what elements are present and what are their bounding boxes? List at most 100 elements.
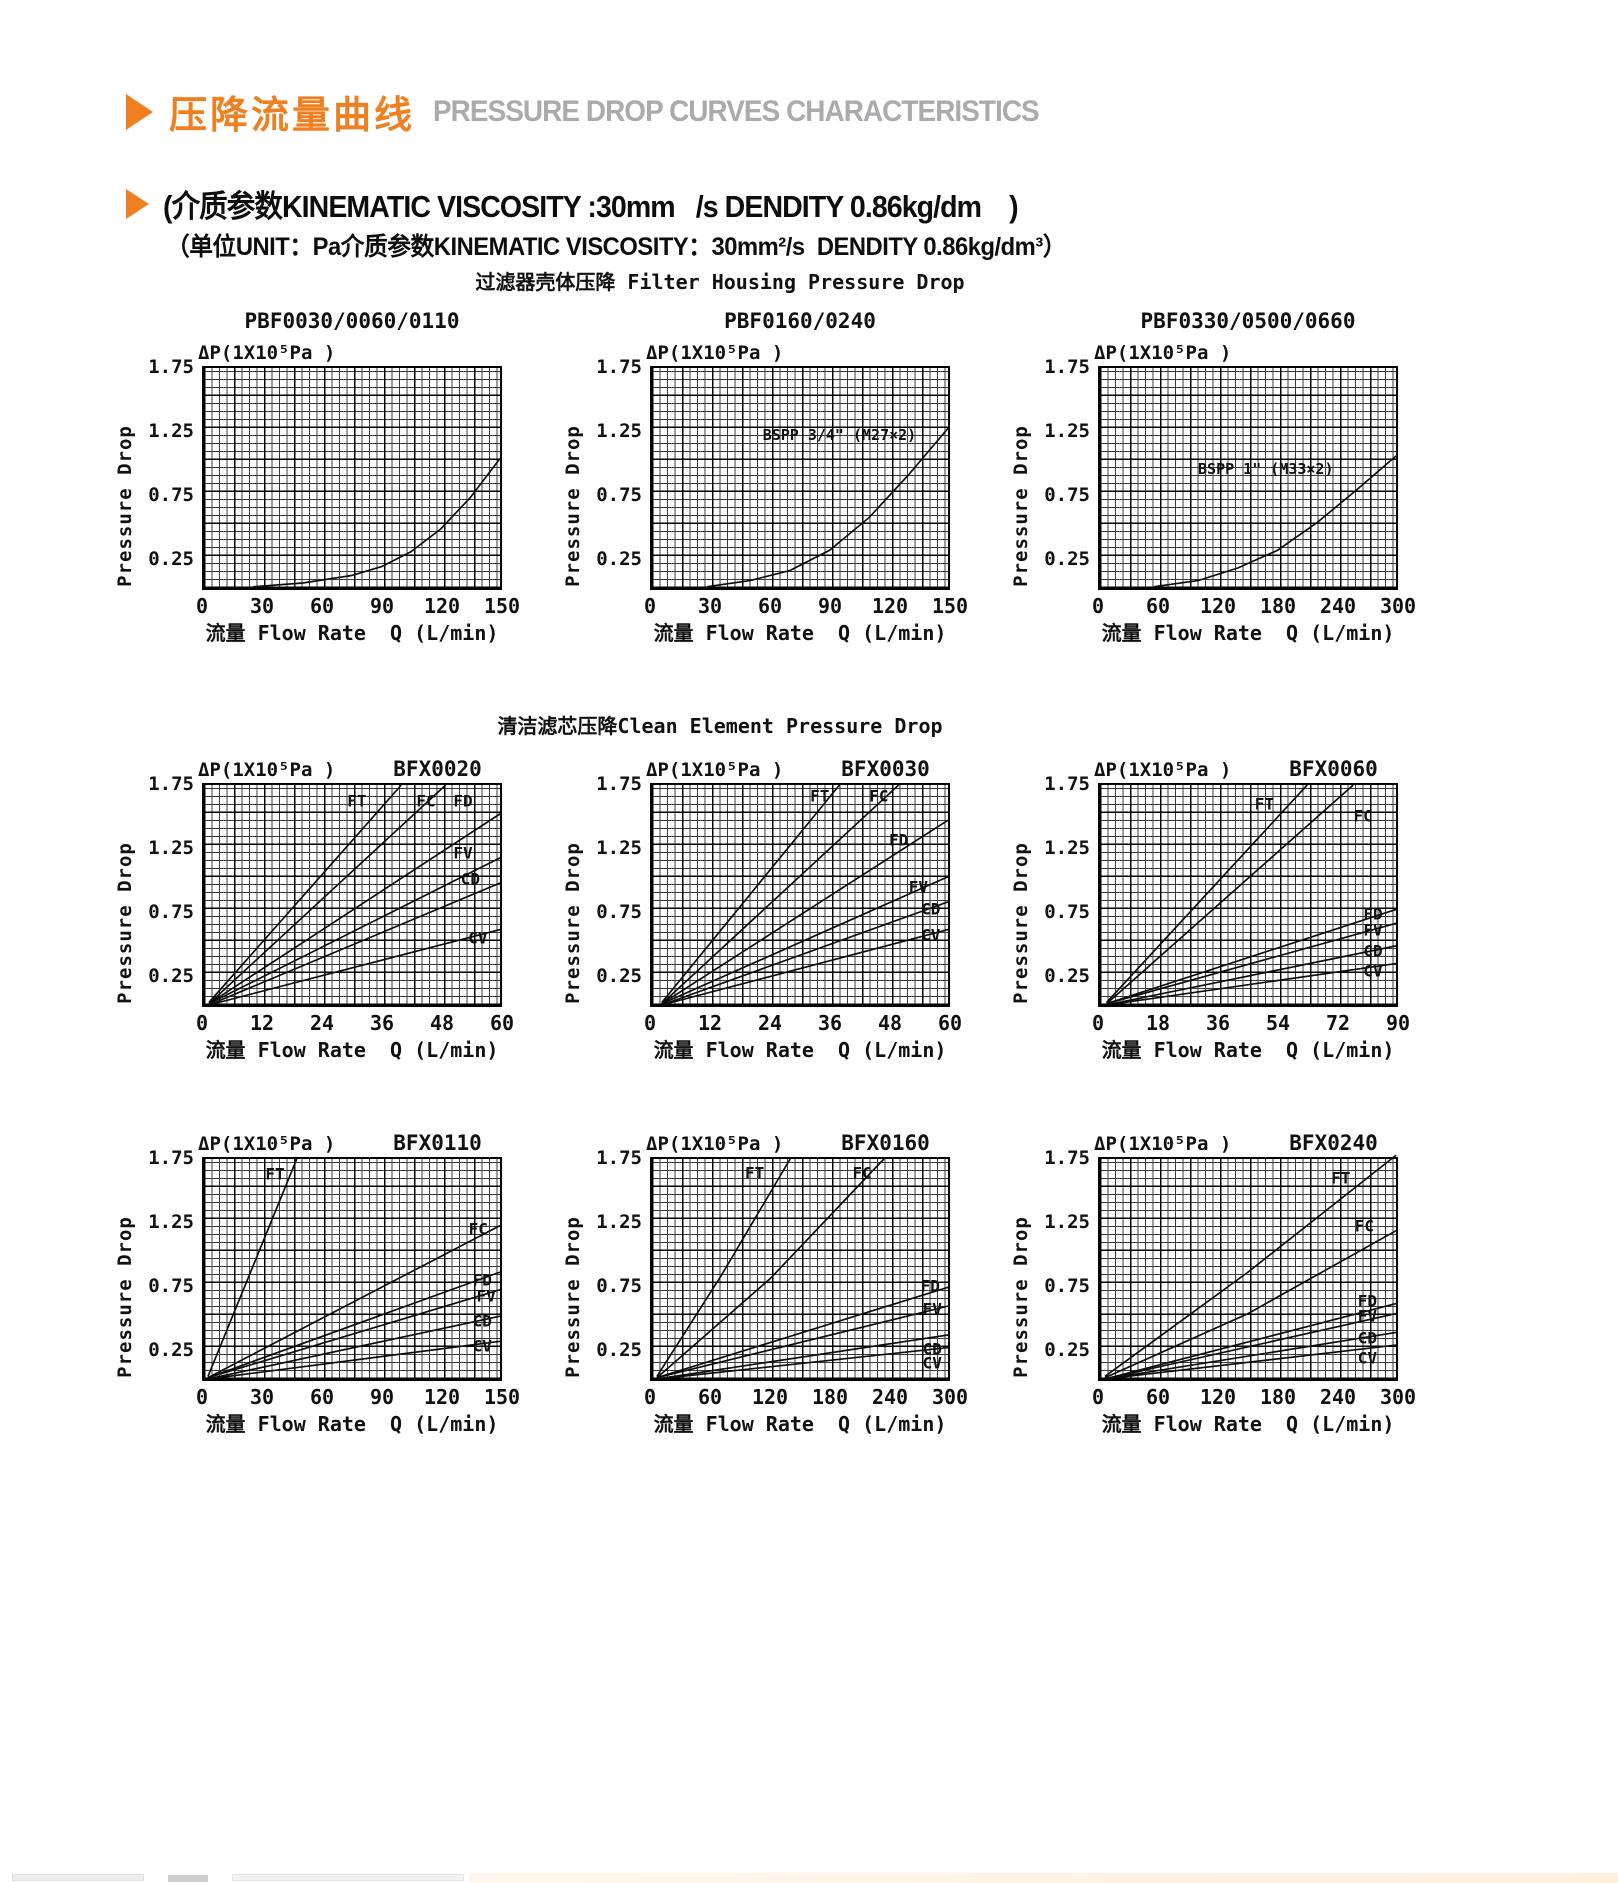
fitting-annotation: BSPP 3/4" (M27×2) (762, 425, 917, 444)
series-label-cd: CD (1363, 941, 1383, 961)
series-label-fd: FD (472, 1270, 492, 1290)
delta-p-row: ΔP(1X10⁵Pa ) BFX0030 (646, 753, 966, 781)
x-tick-label: 0 (1091, 1385, 1105, 1409)
delta-p-axis-title: ΔP(1X10⁵Pa ) (1094, 759, 1232, 781)
x-tick-label: 48 (429, 1011, 455, 1035)
curve-CV (1106, 962, 1397, 1006)
y-tick-label: 0.75 (148, 1275, 194, 1297)
series-label-ft: FT (1254, 794, 1275, 814)
x-tick-label: 240 (871, 1385, 909, 1409)
delta-p-axis-title: ΔP(1X10⁵Pa ) (198, 1133, 336, 1155)
series-label-ft: FT (265, 1164, 285, 1184)
x-tick-label: 18 (1145, 1011, 1171, 1035)
x-tick-label: 90 (369, 594, 395, 618)
series-label-cv: CV (472, 1336, 492, 1356)
y-tick-label: 1.75 (148, 773, 194, 795)
y-tick-label: 1.25 (148, 420, 194, 442)
y-tick-label: 0.25 (148, 965, 194, 987)
x-tick-label: 240 (1319, 594, 1357, 618)
y-tick-label: 1.75 (1044, 773, 1090, 795)
delta-p-row: ΔP(1X10⁵Pa ) BFX0160 (646, 1127, 966, 1155)
x-tick-label: 180 (811, 1385, 849, 1409)
x-tick-label: 0 (643, 594, 657, 618)
x-tick-label: 90 (1385, 1011, 1411, 1035)
series-label-fc: FC (1353, 806, 1373, 826)
chart-pbf0160-0240: PBF0160/0240 ΔP(1X10⁵Pa ) Pressure Drop 1.7… (560, 309, 968, 646)
plot-zone: Pressure Drop 1.75 1.25 0.75 0.25 FT FC FD FV CD C… (562, 773, 962, 1063)
y-tick-label: 0.25 (1044, 965, 1090, 987)
series-label-fd: FD (1363, 904, 1383, 924)
footer-decoration (469, 1873, 1618, 1883)
plot-zone: Pressure Drop 1.75 1.25 0.75 0.25 FT FC FD FV CD C… (562, 1147, 968, 1437)
series-label-fv: FV (1363, 920, 1383, 940)
y-tick-label: 1.25 (596, 837, 642, 859)
plot-zone: Pressure Drop 1.75 1.25 0.75 0.25 FT FC FD FV CD C… (1010, 1147, 1416, 1437)
curve-FT (1105, 784, 1308, 1004)
curves-svg (1104, 1154, 1397, 1380)
curve-FV (208, 857, 501, 1005)
plot-area: FT FC FD FV CD CV (650, 783, 950, 1007)
y-tick-label: 0.25 (148, 1339, 194, 1361)
curve-FD (661, 819, 949, 1005)
x-ticks: 0 30 60 90 120 150 (644, 590, 968, 618)
footer-decoration (168, 1875, 208, 1882)
x-tick-label: 120 (1199, 594, 1237, 618)
chart-bfx0020: ΔP(1X10⁵Pa ) BFX0020 Pressure Drop 1.75 1.25… (112, 753, 518, 1063)
chart-title: BFX0110 (393, 1131, 482, 1155)
chart-bfx0240: ΔP(1X10⁵Pa ) BFX0240 Pressure Drop 1.75 1.25… (1008, 1127, 1416, 1437)
y-axis-label: Pressure Drop (1010, 1216, 1032, 1378)
x-tick-label: 60 (757, 594, 783, 618)
y-tick-label: 0.75 (596, 901, 642, 923)
series-label-fc: FC (468, 1219, 488, 1239)
x-axis-label: 流量 Flow Rate Q (L/min) (1101, 1038, 1395, 1062)
x-tick-label: 120 (871, 594, 909, 618)
x-tick-label: 54 (1265, 1011, 1291, 1035)
charts-area: 过滤器壳体压降 Filter Housing Pressure Drop PBF… (112, 266, 1502, 1501)
x-ticks: 0 30 60 90 120 150 (196, 590, 520, 618)
y-tick-label: 0.75 (1044, 1275, 1090, 1297)
delta-p-row: ΔP(1X10⁵Pa ) BFX0020 (198, 753, 518, 781)
x-axis-label: 流量 Flow Rate Q (L/min) (653, 621, 947, 645)
curve-CV (207, 1340, 501, 1380)
y-axis-label: Pressure Drop (1010, 425, 1032, 587)
plot-area: BSPP 1" (M33×2) (1098, 366, 1398, 590)
delta-p-axis-title: ΔP(1X10⁵Pa ) (1094, 1133, 1232, 1155)
delta-p-row: ΔP(1X10⁵Pa ) (646, 336, 966, 364)
x-tick-label: 180 (1259, 594, 1297, 618)
y-tick-label: 1.25 (148, 837, 194, 859)
x-axis-label: 流量 Flow Rate Q (L/min) (205, 1038, 499, 1062)
subsection-arrow-icon (126, 188, 149, 219)
y-tick-label: 1.75 (596, 356, 642, 378)
x-tick-label: 150 (483, 1385, 521, 1409)
series-label-ft: FT (744, 1163, 765, 1183)
x-tick-label: 60 (937, 1011, 963, 1035)
curve-FT (656, 1158, 791, 1377)
plot-zone: Pressure Drop 1.75 1.25 0.75 0.25 FT FC FD FV CD C… (1010, 773, 1410, 1063)
y-tick-label: 0.75 (148, 901, 194, 923)
curve-FC (1106, 784, 1354, 1005)
y-axis-label: Pressure Drop (114, 842, 136, 1004)
delta-p-row: ΔP(1X10⁵Pa ) (198, 336, 518, 364)
series-label-ft: FT (347, 791, 367, 811)
x-tick-label: 0 (195, 594, 209, 618)
x-axis-label: 流量 Flow Rate Q (L/min) (1101, 621, 1395, 645)
y-tick-label: 0.75 (148, 484, 194, 506)
chart-bfx0060: ΔP(1X10⁵Pa ) BFX0060 Pressure Drop 1.75 1.25… (1008, 753, 1414, 1063)
curve-CV (208, 928, 501, 1006)
delta-p-axis-title: ΔP(1X10⁵Pa ) (646, 759, 784, 781)
x-tick-label: 60 (309, 1385, 335, 1409)
chart-title: BFX0020 (393, 757, 482, 781)
chart-bfx0110: ΔP(1X10⁵Pa ) BFX0110 Pressure Drop 1.75 1.25… (112, 1127, 521, 1437)
viscosity-subtitle-text: (介质参数KINEMATIC VISCOSITY :30mm /s DENDIT… (163, 189, 1019, 224)
chart-title: PBF0330/0500/0660 (1140, 309, 1356, 333)
y-tick-label: 0.75 (596, 484, 642, 506)
x-tick-label: 150 (931, 594, 969, 618)
delta-p-axis-title: ΔP(1X10⁵Pa ) (646, 1133, 784, 1155)
x-tick-label: 150 (483, 594, 521, 618)
series-label-cd: CD (921, 899, 941, 919)
y-axis-label: Pressure Drop (562, 425, 584, 587)
x-tick-label: 120 (1199, 1385, 1237, 1409)
chart-title: BFX0240 (1289, 1131, 1378, 1155)
delta-p-axis-title: ΔP(1X10⁵Pa ) (198, 342, 336, 364)
x-tick-label: 60 (697, 1385, 723, 1409)
